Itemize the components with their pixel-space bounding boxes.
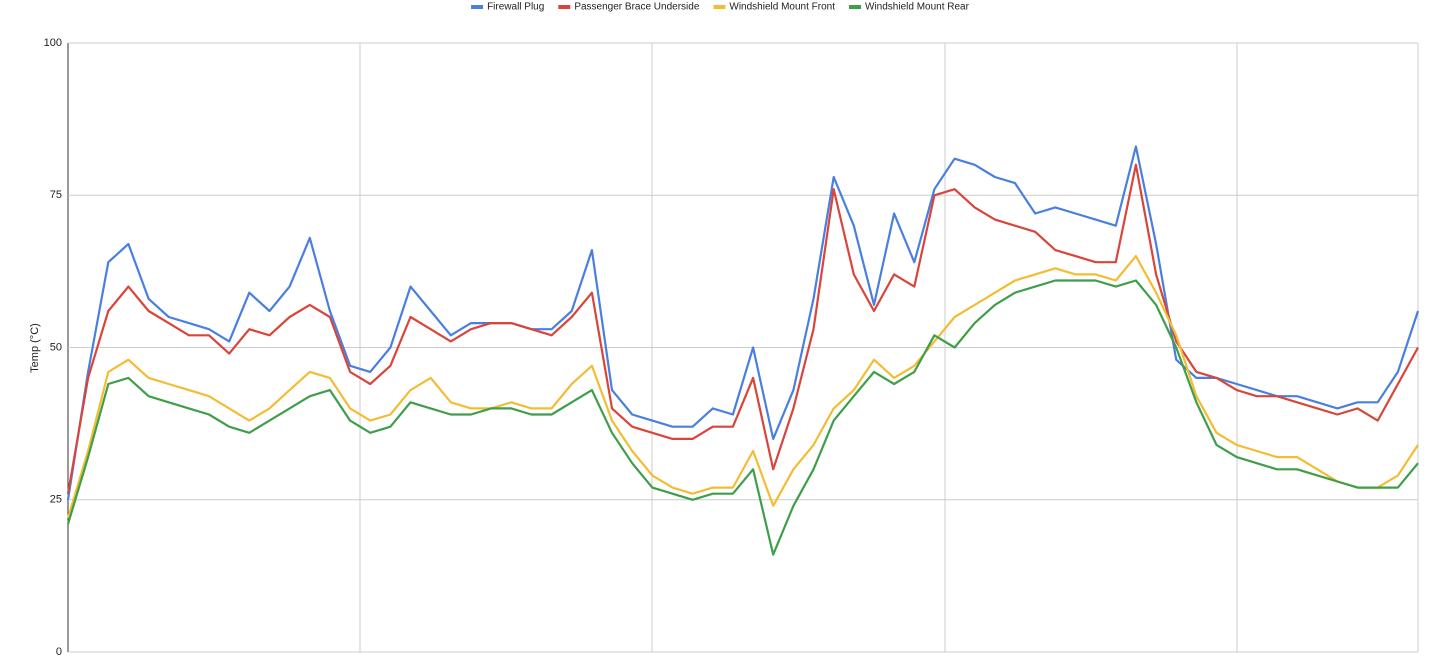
legend-label: Passenger Brace Underside xyxy=(574,2,700,13)
y-axis-label: Temp (°C) xyxy=(29,323,41,373)
y-tick-label: 0 xyxy=(56,646,62,658)
series-line xyxy=(66,145,1420,500)
legend-swatch xyxy=(558,5,571,9)
y-tick-label: 75 xyxy=(50,189,62,201)
legend-swatch xyxy=(713,5,726,9)
y-tick-label: 25 xyxy=(50,494,62,506)
legend-label: Firewall Plug xyxy=(487,2,544,13)
legend-label: Windshield Mount Rear xyxy=(865,2,970,13)
y-tick-label: 50 xyxy=(50,341,62,353)
series-line xyxy=(66,255,1419,519)
legend-swatch xyxy=(471,5,484,9)
y-tick-label: 100 xyxy=(44,37,62,49)
series-line xyxy=(66,279,1419,556)
legend-label: Windshield Mount Front xyxy=(729,2,835,13)
legend-swatch xyxy=(849,5,861,9)
series-line xyxy=(66,163,1419,494)
